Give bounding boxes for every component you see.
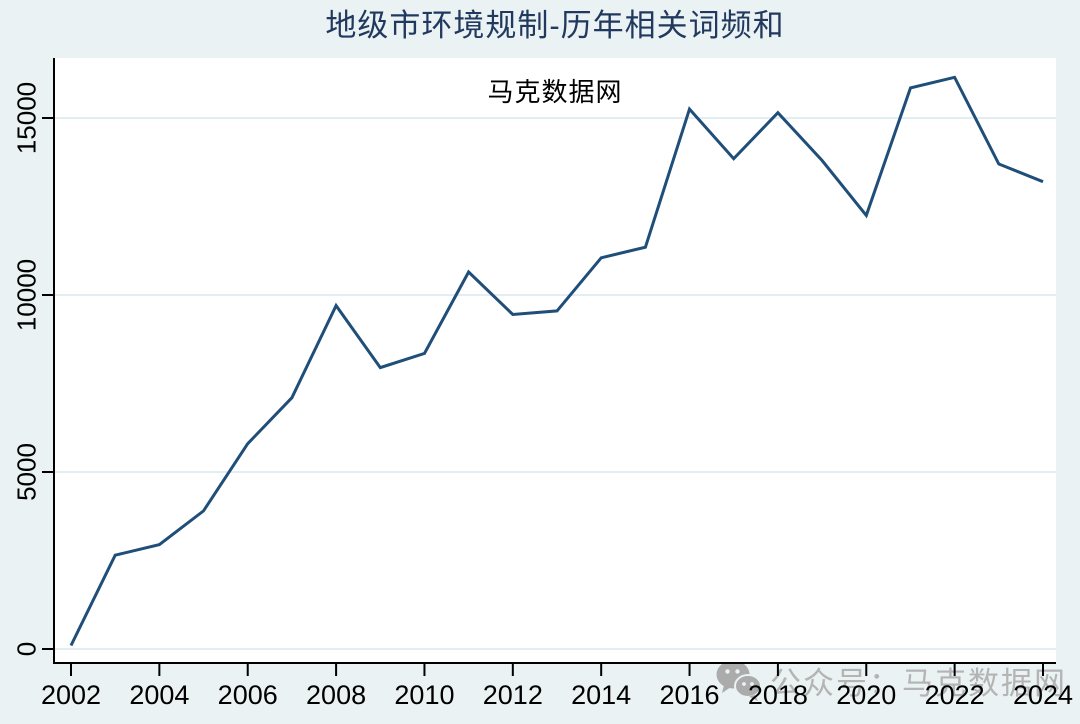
x-tick-label-2020: 2020 [836, 680, 897, 710]
data-series-line [69, 75, 1044, 647]
y-tick-label-0: 0 [11, 641, 42, 657]
x-tick-label-2008: 2008 [306, 680, 367, 710]
x-tick-label-2010: 2010 [394, 680, 455, 710]
x-tick-label-2014: 2014 [571, 680, 632, 710]
y-tick-label-15000: 15000 [11, 81, 42, 155]
x-tick-label-2024: 2024 [1012, 680, 1074, 710]
chart-title: 地级市环境规制-历年相关词频和 [325, 8, 785, 43]
x-tick-label-2006: 2006 [217, 680, 278, 710]
x-tick-label-2022: 2022 [924, 680, 985, 710]
plot-area [54, 58, 1056, 663]
x-tick-label-2016: 2016 [659, 680, 720, 710]
y-tick-label-10000: 10000 [11, 258, 42, 332]
chart-subtitle: 马克数据网 [487, 77, 623, 107]
y-tick-label-5000: 5000 [11, 443, 42, 501]
x-tick-label-2004: 2004 [129, 680, 190, 710]
x-tick-label-2002: 2002 [40, 680, 102, 710]
x-tick-label-2018: 2018 [747, 680, 808, 710]
x-tick-label-2012: 2012 [482, 680, 543, 710]
